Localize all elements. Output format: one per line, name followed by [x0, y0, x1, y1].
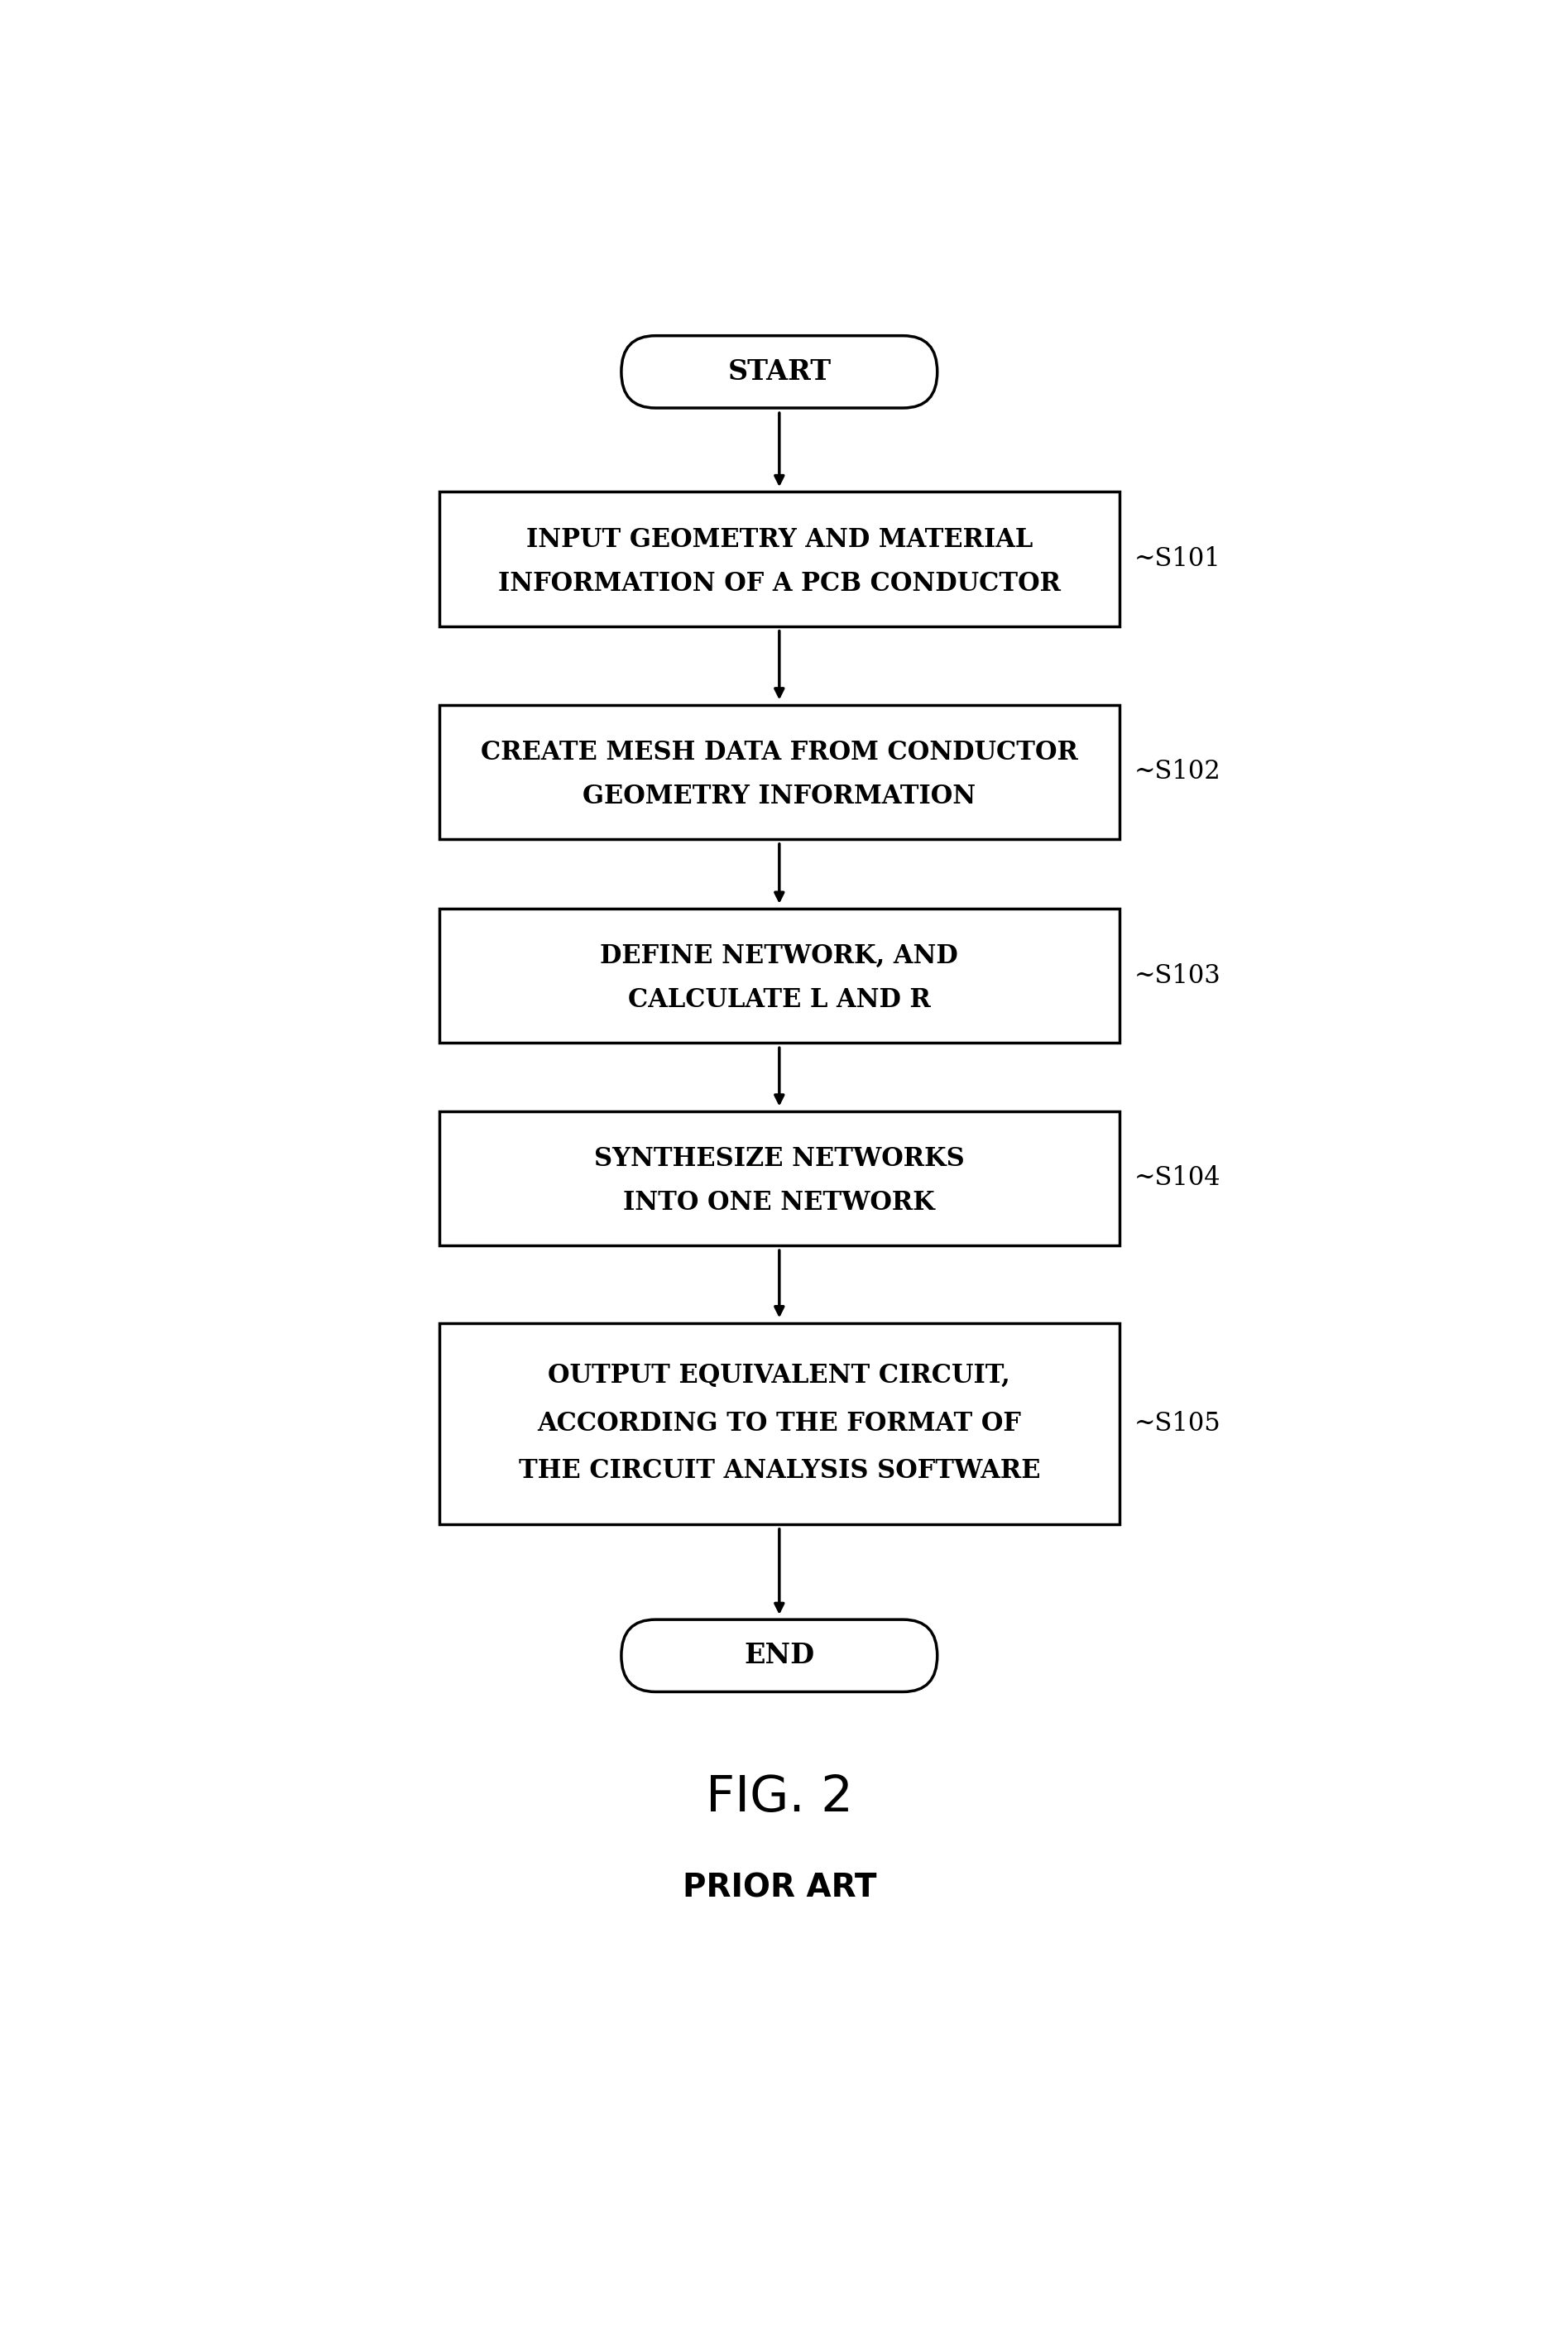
- Text: INFORMATION OF A PCB CONDUCTOR: INFORMATION OF A PCB CONDUCTOR: [499, 570, 1060, 596]
- Text: GEOMETRY INFORMATION: GEOMETRY INFORMATION: [583, 784, 975, 809]
- Text: ACCORDING TO THE FORMAT OF: ACCORDING TO THE FORMAT OF: [538, 1410, 1021, 1436]
- Text: END: END: [745, 1642, 814, 1670]
- Text: ~S105: ~S105: [1134, 1410, 1221, 1436]
- Text: ~S103: ~S103: [1134, 962, 1221, 988]
- Text: INPUT GEOMETRY AND MATERIAL: INPUT GEOMETRY AND MATERIAL: [525, 528, 1033, 551]
- Text: FIG. 2: FIG. 2: [706, 1774, 853, 1823]
- Text: PRIOR ART: PRIOR ART: [682, 1872, 877, 1903]
- FancyBboxPatch shape: [439, 704, 1120, 840]
- Text: THE CIRCUIT ANALYSIS SOFTWARE: THE CIRCUIT ANALYSIS SOFTWARE: [519, 1459, 1040, 1485]
- FancyBboxPatch shape: [439, 493, 1120, 626]
- Text: INTO ONE NETWORK: INTO ONE NETWORK: [624, 1189, 935, 1215]
- Text: START: START: [728, 359, 831, 385]
- Text: CALCULATE L AND R: CALCULATE L AND R: [627, 988, 931, 1013]
- Text: CREATE MESH DATA FROM CONDUCTOR: CREATE MESH DATA FROM CONDUCTOR: [481, 739, 1077, 765]
- FancyBboxPatch shape: [439, 908, 1120, 1042]
- FancyBboxPatch shape: [439, 1323, 1120, 1525]
- Text: ~S101: ~S101: [1134, 547, 1221, 572]
- Text: DEFINE NETWORK, AND: DEFINE NETWORK, AND: [601, 943, 958, 969]
- Text: ~S104: ~S104: [1134, 1166, 1220, 1192]
- Text: SYNTHESIZE NETWORKS: SYNTHESIZE NETWORKS: [594, 1147, 964, 1171]
- FancyBboxPatch shape: [621, 335, 938, 408]
- Text: ~S102: ~S102: [1134, 760, 1221, 784]
- FancyBboxPatch shape: [621, 1619, 938, 1691]
- Text: OUTPUT EQUIVALENT CIRCUIT,: OUTPUT EQUIVALENT CIRCUIT,: [549, 1363, 1010, 1389]
- FancyBboxPatch shape: [439, 1112, 1120, 1246]
